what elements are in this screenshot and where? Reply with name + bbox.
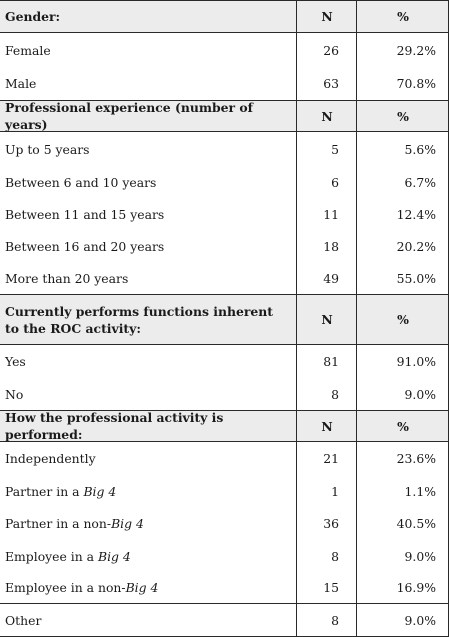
section-header: Currently performs functions inherent to… [0, 294, 449, 345]
row-n: 81 [323, 354, 339, 369]
row-pct: 6.7% [404, 174, 436, 190]
section-header: How the professional activity is perform… [0, 410, 449, 442]
table-row: Independently 21 23.6% [0, 442, 449, 475]
row-n: 8 [331, 612, 339, 628]
table-row: Partner in a non-Big 4 36 40.5% [0, 507, 449, 540]
n-header: N [321, 312, 333, 327]
row-label: Employee in a Big 4 [5, 548, 131, 564]
table-row: Female 26 29.2% [0, 33, 449, 67]
row-label: Partner in a non-Big 4 [5, 516, 144, 531]
table-row: Between 11 and 15 years 11 12.4% [0, 198, 449, 230]
row-label: Other [5, 612, 42, 628]
row-label: Between 11 and 15 years [5, 206, 165, 222]
section-title: Gender: [5, 9, 61, 24]
pct-header: % [397, 108, 409, 124]
row-n: 5 [331, 141, 339, 157]
row-label: Between 16 and 20 years [5, 238, 165, 254]
row-pct: 23.6% [396, 451, 436, 466]
row-label: More than 20 years [5, 270, 129, 286]
row-n: 36 [323, 516, 339, 531]
row-pct: 9.0% [404, 386, 436, 402]
column-divider [296, 0, 297, 637]
row-label: Male [5, 76, 37, 91]
row-n: 8 [331, 386, 339, 402]
row-pct: 9.0% [404, 612, 436, 628]
section-title: Professional experience (number of years… [5, 100, 253, 132]
row-label: Female [5, 42, 51, 58]
row-n: 11 [323, 206, 339, 222]
table-row: Between 16 and 20 years 18 20.2% [0, 230, 449, 262]
row-label: Between 6 and 10 years [5, 174, 157, 190]
table-row: No 8 9.0% [0, 378, 449, 410]
n-header: N [321, 108, 333, 124]
row-pct: 12.4% [396, 206, 436, 222]
table-row: Between 6 and 10 years 6 6.7% [0, 166, 449, 198]
table-row: Other 8 9.0% [0, 604, 449, 637]
section-header: Professional experience (number of years… [0, 100, 449, 132]
n-header: N [321, 418, 333, 434]
row-pct: 1.1% [404, 483, 436, 499]
row-pct: 40.5% [396, 516, 436, 531]
table-row: Yes 81 91.0% [0, 345, 449, 378]
row-n: 63 [323, 76, 339, 91]
section-header: Gender: N % [0, 0, 449, 33]
row-label: No [5, 386, 24, 402]
row-label: Yes [5, 354, 26, 369]
row-n: 49 [323, 270, 339, 286]
row-n: 15 [323, 580, 339, 595]
table-row: Partner in a Big 4 1 1.1% [0, 475, 449, 507]
right-border [448, 0, 449, 637]
row-label: Partner in a Big 4 [5, 483, 117, 499]
table-row: Male 63 70.8% [0, 67, 449, 100]
row-label: Independently [5, 451, 96, 466]
row-n: 8 [331, 548, 339, 564]
row-pct: 20.2% [396, 238, 436, 254]
row-n: 21 [323, 451, 339, 466]
section-title: How the professional activity is perform… [5, 410, 224, 442]
pct-header: % [397, 312, 409, 327]
row-pct: 55.0% [396, 270, 436, 286]
row-pct: 9.0% [404, 548, 436, 564]
table-row: Up to 5 years 5 5.6% [0, 132, 449, 166]
row-label: Up to 5 years [5, 141, 90, 157]
row-pct: 29.2% [396, 42, 436, 58]
row-n: 1 [331, 483, 339, 499]
section-title: Currently performs functions inherent to… [5, 303, 273, 336]
pct-header: % [397, 9, 409, 24]
row-pct: 16.9% [396, 580, 436, 595]
table-row: More than 20 years 49 55.0% [0, 262, 449, 294]
row-n: 18 [323, 238, 339, 254]
table-row: Employee in a Big 4 8 9.0% [0, 540, 449, 572]
row-label: Employee in a non-Big 4 [5, 580, 159, 595]
table-row: Employee in a non-Big 4 15 16.9% [0, 572, 449, 604]
n-header: N [321, 9, 333, 24]
column-divider [356, 0, 357, 637]
row-pct: 5.6% [404, 141, 436, 157]
row-pct: 91.0% [396, 354, 436, 369]
row-pct: 70.8% [396, 76, 436, 91]
row-n: 26 [323, 42, 339, 58]
row-n: 6 [331, 174, 339, 190]
pct-header: % [397, 418, 409, 434]
